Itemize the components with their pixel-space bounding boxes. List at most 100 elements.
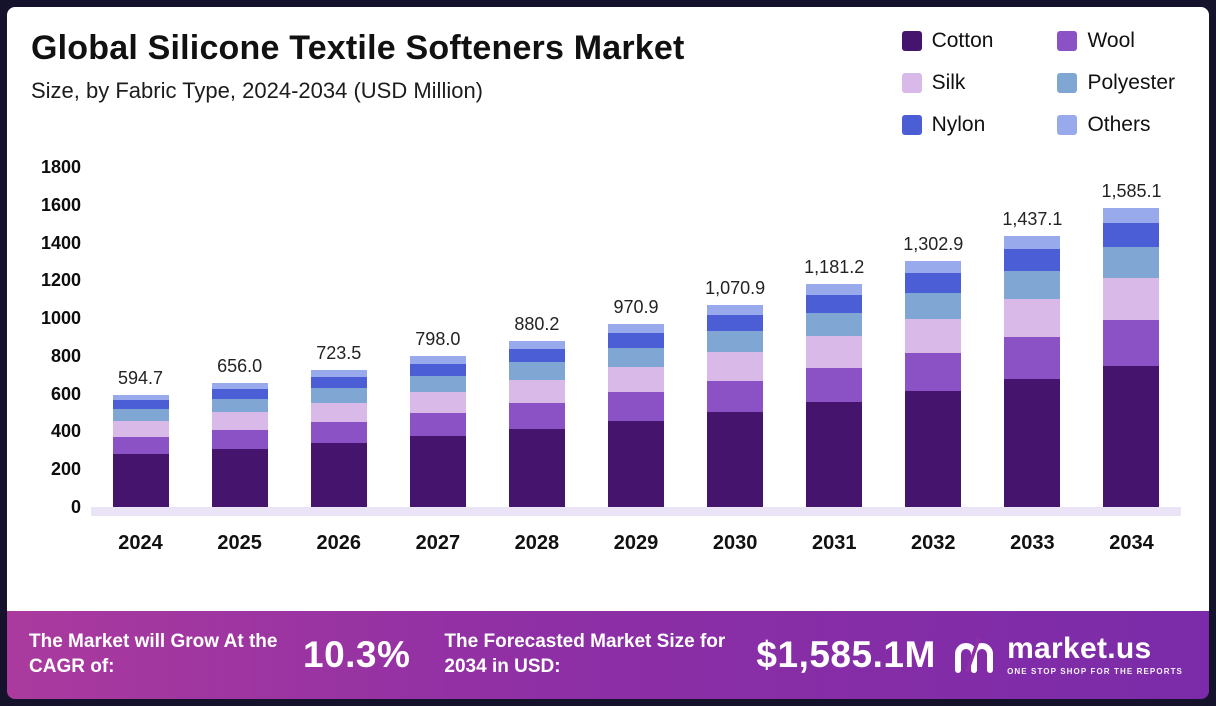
y-axis-tick: 1600 (40, 194, 81, 215)
stacked-bar (310, 370, 367, 507)
bar-total-label: 1,585.1 (1101, 180, 1162, 201)
y-axis-tick: 800 (50, 345, 81, 366)
x-axis-label: 2030 (712, 532, 758, 554)
bar-column-2028: 880.2 (487, 167, 586, 507)
bar-segment-silk (905, 318, 962, 354)
bar-segment-others (806, 283, 863, 296)
bar-column-2031: 1,181.2 (785, 167, 884, 507)
chart: 0 200 400 600 800 1000 1200 1400 1600 1800 594.7 6… (25, 157, 1185, 555)
y-axis-tick: 1200 (40, 270, 81, 291)
y-axis-tick: 200 (50, 459, 81, 480)
bar-column-2024: 594.7 (91, 167, 190, 507)
bar-segment-silk (1004, 299, 1061, 338)
bar-segment-nylon (112, 400, 169, 410)
bar-segment-silk (707, 352, 764, 381)
stacked-bar (806, 283, 863, 507)
bar-column-2033: 1,437.1 (983, 167, 1082, 507)
bar-segment-cotton (707, 411, 764, 507)
bar-segment-others (409, 356, 466, 364)
footer-banner: The Market will Grow At the CAGR of: 10.… (7, 611, 1209, 699)
bar-segment-silk (211, 412, 268, 430)
bar-segment-polyester (608, 347, 665, 367)
bar-segment-polyester (112, 409, 169, 422)
bar-segment-others (310, 370, 367, 378)
bar-segment-polyester (1103, 246, 1160, 279)
bar-segment-silk (1103, 278, 1160, 320)
legend-swatch-icon (901, 31, 922, 51)
bar-segment-wool (211, 429, 268, 449)
bar-total-label: 798.0 (415, 329, 461, 350)
bar-total-label: 656.0 (217, 356, 263, 377)
page-title: Global Silicone Textile Softeners Market (31, 29, 685, 67)
bar-segment-polyester (409, 375, 466, 392)
x-axis-label: 2031 (811, 532, 857, 554)
bar-segment-others (707, 304, 764, 315)
bar-segment-polyester (806, 312, 863, 337)
bar-segment-nylon (806, 295, 863, 313)
bar-segment-silk (409, 391, 466, 413)
plot-area: 594.7 656.0 723.5 798.0 880.2 970.9 1,070.9 1,1… (91, 167, 1181, 507)
bar-segment-nylon (310, 377, 367, 389)
cagr-label: The Market will Grow At the CAGR of: (29, 631, 278, 677)
bar-segment-cotton (608, 420, 665, 507)
bar-total-label: 1,181.2 (804, 256, 865, 277)
bar-segment-nylon (608, 332, 665, 348)
legend-swatch-icon (1057, 31, 1078, 51)
bar-total-label: 723.5 (316, 343, 362, 364)
legend-swatch-icon (1057, 115, 1078, 135)
legend-label: Nylon (931, 113, 986, 136)
bar-segment-nylon (905, 273, 962, 293)
bar-segment-polyester (508, 362, 565, 380)
x-axis-label: 2026 (316, 532, 361, 554)
x-axis-label: 2029 (613, 532, 659, 554)
brand-text: market.us One Stop Shop for the Reports (1007, 634, 1183, 676)
stacked-bar (112, 394, 169, 507)
legend-label: Polyester (1087, 71, 1175, 94)
y-axis-tick: 0 (70, 497, 81, 517)
brand-logo[interactable]: market.us One Stop Shop for the Reports (951, 632, 1187, 678)
x-axis-label: 2027 (415, 532, 461, 554)
bar-segment-others (211, 383, 268, 390)
bar-segment-cotton (211, 448, 268, 507)
page-subtitle: Size, by Fabric Type, 2024-2034 (USD Mil… (31, 78, 484, 103)
market-us-logo-icon (955, 637, 994, 673)
title-block: Global Silicone Textile Softeners Market… (25, 23, 685, 104)
bar-segment-others (112, 394, 169, 401)
bar-column-2030: 1,070.9 (686, 167, 785, 507)
bar-segment-wool (409, 412, 466, 437)
stacked-bar (211, 383, 268, 507)
bar-segment-wool (806, 367, 863, 403)
legend-item-others: Others (1057, 113, 1175, 137)
bar-segment-wool (112, 436, 169, 455)
bar-segment-polyester (1004, 270, 1061, 300)
y-axis-tick: 1800 (40, 157, 81, 177)
bar-total-label: 1,302.9 (903, 233, 964, 254)
x-axis: 2024 2025 2026 2027 2028 2029 2030 2031 2032 2033… (91, 516, 1181, 555)
legend-swatch-icon (1057, 73, 1078, 93)
legend-item-nylon: Nylon (901, 113, 994, 137)
stacked-bar (409, 356, 466, 507)
bar-column-2025: 656.0 (190, 167, 289, 507)
stacked-bar (905, 260, 962, 507)
bar-segment-polyester (707, 331, 764, 353)
bar-segment-wool (508, 403, 565, 429)
bar-segment-silk (508, 379, 565, 404)
bar-segment-silk (112, 421, 169, 437)
bar-total-label: 1,070.9 (705, 277, 766, 298)
bar-segment-polyester (211, 399, 268, 413)
bar-segment-nylon (211, 389, 268, 400)
bar-segment-wool (310, 421, 367, 443)
bar-segment-cotton (806, 402, 863, 507)
x-axis-label: 2033 (1010, 532, 1055, 554)
cagr-value: 10.3% (303, 634, 411, 675)
bar-segment-wool (905, 353, 962, 392)
y-axis-tick: 1000 (40, 308, 81, 329)
legend-item-polyester: Polyester (1057, 71, 1175, 95)
y-axis-tick: 600 (50, 383, 81, 404)
legend-label: Cotton (931, 29, 994, 52)
bar-segment-cotton (1103, 366, 1160, 507)
bar-segment-others (508, 340, 565, 350)
bar-segment-cotton (409, 436, 466, 507)
bar-segment-nylon (1004, 249, 1061, 271)
